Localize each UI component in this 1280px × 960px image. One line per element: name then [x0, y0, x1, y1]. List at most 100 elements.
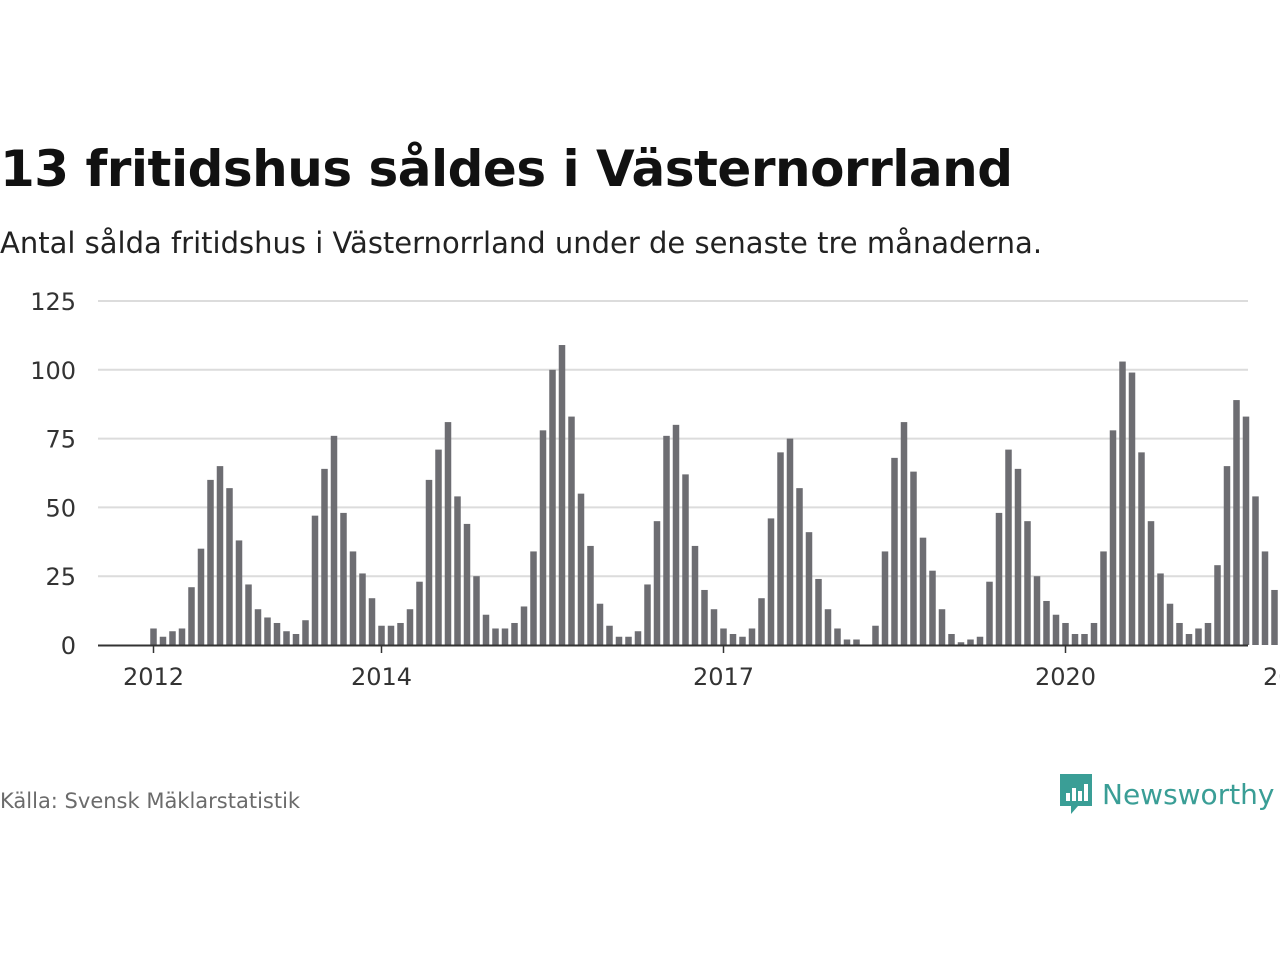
brand-name: Newsworthy [1102, 777, 1275, 811]
bar [824, 609, 832, 645]
bar [767, 518, 775, 645]
bar [663, 435, 670, 645]
bar [1214, 565, 1221, 645]
bar [159, 636, 167, 645]
bar [235, 540, 243, 645]
bar [1242, 416, 1250, 645]
x-tick-label: 2022 [1263, 663, 1280, 691]
bar [463, 523, 471, 645]
bar [207, 479, 214, 645]
bar [1081, 633, 1088, 645]
bar [644, 584, 651, 645]
x-axis [98, 644, 1248, 653]
bar [739, 636, 746, 645]
bar [226, 488, 233, 645]
x-tick-label: 2017 [693, 663, 754, 691]
y-tick-label: 75 [45, 426, 76, 454]
bar [1052, 614, 1060, 645]
bar [264, 617, 271, 645]
bar [986, 581, 993, 645]
bar [891, 457, 898, 645]
bar [720, 628, 727, 645]
bar [910, 471, 917, 645]
bar [1166, 603, 1174, 645]
bar [539, 430, 547, 645]
bar [976, 636, 984, 645]
bar [1252, 496, 1259, 645]
bar [653, 521, 661, 645]
bar [435, 449, 442, 645]
bar [530, 551, 537, 645]
x-tick-label: 2014 [351, 663, 412, 691]
bar [796, 488, 803, 645]
bar [273, 622, 281, 645]
bar [1223, 466, 1231, 645]
bar [995, 512, 1003, 645]
bar [834, 628, 841, 645]
bar [473, 576, 480, 645]
bar [1100, 551, 1107, 645]
bar [1014, 468, 1022, 645]
bar [501, 628, 509, 645]
bar [340, 512, 347, 645]
bar [1128, 372, 1136, 645]
bar [216, 466, 224, 645]
bar [682, 474, 689, 645]
bar [520, 606, 528, 645]
bar [606, 625, 613, 645]
bar [587, 545, 594, 645]
bar [872, 625, 879, 645]
bar [919, 537, 927, 645]
bar [853, 639, 860, 645]
y-tick-label: 125 [30, 288, 76, 316]
bar [169, 631, 176, 645]
bar [815, 578, 822, 645]
bar [786, 438, 794, 645]
bar [1043, 600, 1050, 645]
bar [406, 609, 414, 645]
newsworthy-logo-icon [1060, 774, 1092, 814]
bar [957, 642, 965, 645]
bar [178, 628, 186, 645]
bar [625, 636, 632, 645]
bar [511, 622, 518, 645]
chart-subtitle: Antal sålda fritidshus i Västernorrland … [0, 226, 1043, 260]
bar [1271, 589, 1278, 645]
bar [150, 628, 157, 645]
chart-title: 13 fritidshus såldes i Västernorrland [0, 140, 1013, 198]
bar [245, 584, 252, 645]
bar [302, 620, 309, 645]
y-tick-label: 50 [45, 494, 76, 522]
bar [967, 639, 974, 645]
bar [1033, 576, 1041, 645]
bar [900, 422, 908, 645]
bar [577, 493, 585, 645]
x-axis-tick-labels: 2012 2014 2017 2020 2022 [123, 663, 1280, 691]
bar [843, 639, 851, 645]
bar [1005, 449, 1012, 645]
bar [805, 532, 813, 645]
bar [672, 424, 680, 645]
bar [634, 631, 642, 645]
bar [777, 452, 784, 645]
bar [881, 551, 889, 645]
x-tick-label: 2020 [1035, 663, 1096, 691]
bar [321, 468, 328, 645]
y-axis-tick-labels: 0 25 50 75 100 125 [30, 288, 76, 660]
bar [1147, 521, 1155, 645]
bar [330, 435, 338, 645]
bar [188, 587, 195, 645]
bar [311, 515, 319, 645]
bar [1119, 361, 1126, 645]
x-tick-label: 2012 [123, 663, 184, 691]
bar [1062, 622, 1069, 645]
source-note: Källa: Svensk Mäklarstatistik [0, 789, 301, 813]
bar [1185, 633, 1193, 645]
bar [387, 625, 395, 645]
bar [349, 551, 357, 645]
bar [596, 603, 604, 645]
bar [254, 609, 262, 645]
bar [197, 548, 205, 645]
bar [416, 581, 423, 645]
bar [568, 416, 575, 645]
